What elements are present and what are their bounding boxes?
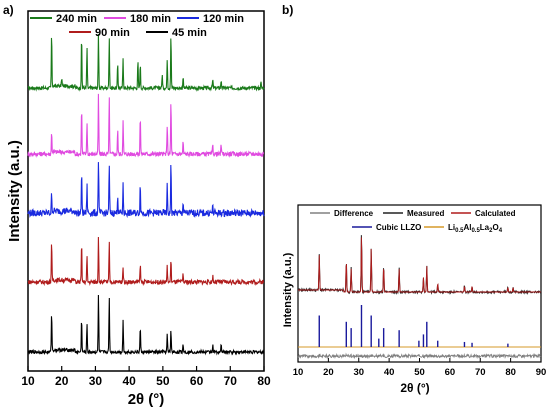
chart-b-x-tick-label: 30 xyxy=(353,367,364,378)
chart-a-frame xyxy=(27,10,265,372)
chart-a-x-tick-label: 30 xyxy=(89,374,103,388)
legend-label-li-al-la-o: Li0.5Al0.5La2O4 xyxy=(448,223,503,234)
chart-a-x-tick-label: 60 xyxy=(190,374,204,388)
chart-a-x-tick-label: 10 xyxy=(21,374,35,388)
chart-b-x-axis-label: 2θ (°) xyxy=(400,381,429,395)
legend-label-180-min: 180 min xyxy=(130,13,171,25)
chart-b-x-tick-label: 80 xyxy=(505,367,516,378)
legend-item-cubic-llzo: Cubic LLZO xyxy=(352,223,421,232)
panel-label-a: a) xyxy=(3,3,14,17)
legend-item-li-al-la-o: Li0.5Al0.5La2O4 xyxy=(424,223,503,234)
legend-label-measured: Measured xyxy=(407,209,444,218)
chart-b-x-tick-label: 70 xyxy=(475,367,486,378)
chart-a-series-180-min xyxy=(27,93,265,158)
chart-a-series-120-min xyxy=(27,162,265,219)
chart-a-x-tick-label: 20 xyxy=(55,374,69,388)
chart-b: 10 20 30 40 50 60 70 80 90 2θ (°) Intensity (a.u… xyxy=(282,204,547,395)
legend-label-cubic-llzo: Cubic LLZO xyxy=(376,223,421,232)
legend-item-120-min: 120 min xyxy=(177,13,244,25)
legend-item-240-min: 240 min xyxy=(30,13,97,25)
legend-item-measured: Measured xyxy=(383,209,444,218)
chart-a-x-tick-label: 80 xyxy=(257,374,271,388)
chart-b-x-tick-label: 90 xyxy=(536,367,547,378)
chart-b-measured-trace xyxy=(297,235,542,295)
legend-label-120-min: 120 min xyxy=(203,13,244,25)
chart-b-x-tick-label: 40 xyxy=(384,367,395,378)
chart-a-y-axis-label: Intensity (a.u.) xyxy=(6,140,23,242)
chart-b-x-ticks: 10 20 30 40 50 60 70 80 90 xyxy=(293,358,547,378)
legend-item-45-min: 45 min xyxy=(146,27,207,39)
chart-a: 10 20 30 40 50 60 70 80 2θ (°) Intensity (a.u.)… xyxy=(6,10,271,408)
chart-a-series-45-min xyxy=(27,295,265,356)
chart-b-calculated-trace xyxy=(298,237,541,293)
chart-a-series-240-min xyxy=(27,33,265,92)
chart-a-x-axis-label: 2θ (°) xyxy=(128,391,165,408)
legend-item-difference: Difference xyxy=(310,209,374,218)
legend-item-180-min: 180 min xyxy=(104,13,171,25)
legend-label-90-min: 90 min xyxy=(95,27,130,39)
chart-b-x-tick-label: 20 xyxy=(323,367,334,378)
chart-b-traces xyxy=(297,235,542,360)
legend-label-45-min: 45 min xyxy=(172,27,207,39)
legend-label-240-min: 240 min xyxy=(56,13,97,25)
chart-a-x-ticks: 10 20 30 40 50 60 70 80 xyxy=(21,366,271,388)
chart-a-legend: 240 min 180 min 120 min 90 min 45 min xyxy=(30,13,244,39)
chart-b-x-tick-label: 10 xyxy=(293,367,304,378)
chart-b-x-tick-label: 50 xyxy=(414,367,425,378)
legend-item-calculated: Calculated xyxy=(451,209,516,218)
chart-a-series-90-min xyxy=(27,236,265,287)
chart-a-x-tick-label: 40 xyxy=(122,374,136,388)
chart-b-difference-trace xyxy=(297,352,542,360)
chart-a-x-tick-label: 50 xyxy=(156,374,170,388)
chart-a-traces xyxy=(27,33,265,356)
chart-b-y-axis-label: Intensity (a.u.) xyxy=(282,252,294,327)
legend-label-difference: Difference xyxy=(334,209,374,218)
chart-b-legend: Difference Measured Calculated Cubic LLZ… xyxy=(310,209,516,234)
legend-label-calculated: Calculated xyxy=(475,209,516,218)
legend-item-90-min: 90 min xyxy=(69,27,130,39)
panel-label-b: b) xyxy=(282,3,293,17)
chart-a-x-tick-label: 70 xyxy=(224,374,238,388)
chart-b-x-tick-label: 60 xyxy=(445,367,456,378)
